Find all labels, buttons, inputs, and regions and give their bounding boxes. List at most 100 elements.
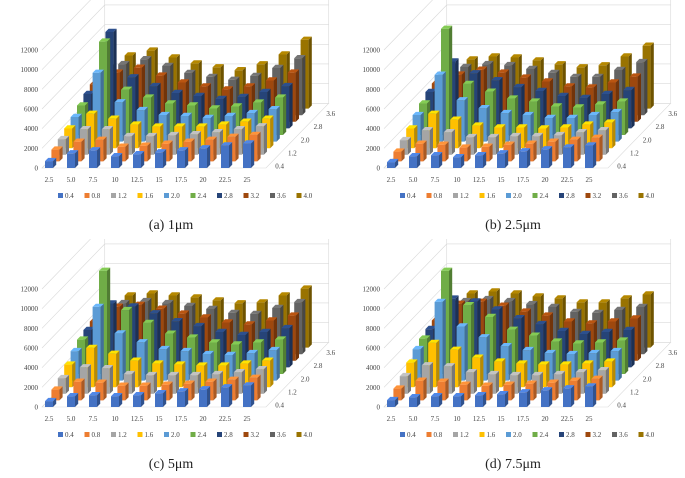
bar-top [535, 320, 547, 325]
x-tick-label: 17.5 [175, 415, 188, 423]
bar-top [139, 382, 151, 386]
bar-front [177, 150, 185, 168]
bar-top [193, 322, 205, 327]
bar-side [423, 140, 427, 162]
bar-top [481, 382, 493, 386]
legend-label: 3.6 [277, 192, 286, 200]
x-tick-label: 10 [112, 415, 120, 423]
legend-item: 1.2 [453, 192, 469, 200]
bar-top [623, 86, 635, 91]
bar-side [97, 392, 101, 407]
legend-item: 1.6 [137, 192, 154, 200]
bar-side [160, 123, 164, 149]
bar-side [502, 358, 506, 388]
bar-top [51, 146, 63, 150]
bar-side [295, 69, 299, 122]
bar-side [169, 140, 173, 162]
bar-top [434, 298, 446, 302]
bar-top [118, 299, 130, 304]
bar-top [494, 124, 506, 128]
x-tick-label: 2.5 [45, 176, 54, 184]
depth-tick-label: 2.8 [656, 362, 665, 370]
bar-side [160, 360, 164, 388]
legend-label: 1.2 [460, 431, 469, 439]
legend-item: 0.8 [84, 431, 101, 439]
legend-item: 3.6 [612, 431, 628, 439]
legend-swatch [164, 432, 169, 437]
gridline-side [383, 0, 433, 51]
bar-top [629, 315, 641, 319]
bar-top [463, 302, 475, 306]
y-tick-label: 0 [377, 404, 381, 412]
bar-top [199, 145, 211, 149]
bar-side [191, 138, 195, 162]
legend-item: 4.0 [638, 431, 655, 439]
bar-side [407, 136, 411, 155]
bar-top [503, 141, 515, 145]
bar-side [644, 58, 648, 116]
bar-side [546, 361, 550, 388]
legend-swatch [532, 432, 538, 437]
legend-item: 3.2 [243, 431, 260, 439]
bar-top [570, 73, 582, 77]
bar-top [215, 95, 227, 99]
bar-top [585, 142, 597, 146]
gridline-side [41, 4, 105, 70]
bar-side [407, 372, 411, 394]
bar-side [489, 382, 493, 401]
bar-front [409, 156, 417, 168]
bar-top [406, 359, 418, 363]
bar-front [585, 145, 593, 168]
bar-side [116, 350, 120, 388]
bar-side [473, 369, 477, 394]
bar-top [532, 293, 544, 297]
bar-side [495, 370, 499, 394]
bar-front [133, 395, 141, 407]
bar-top [491, 77, 503, 81]
bar-top [243, 140, 255, 144]
bar-top [287, 312, 299, 316]
bar-side [103, 136, 107, 162]
bar-side [471, 80, 475, 135]
bar-top [165, 100, 177, 104]
legend-swatch [243, 432, 249, 437]
gridline-side [41, 243, 105, 309]
bar-side [571, 385, 575, 407]
legend-item: 0.4 [58, 192, 74, 200]
bar-top [519, 148, 531, 152]
bar-side [571, 144, 575, 168]
bar-top [579, 94, 591, 98]
bar-front [563, 147, 571, 168]
bar-top [221, 86, 233, 90]
bar-top [92, 69, 104, 73]
legend-swatch [137, 432, 143, 437]
bar-s0.4-c7.5 [431, 152, 443, 168]
bar-top [108, 115, 120, 119]
gridline-side [383, 24, 447, 90]
bar-side [527, 389, 531, 407]
bar-top [227, 376, 239, 380]
bar-top [482, 295, 494, 300]
bar-front [497, 153, 505, 168]
bar-top [64, 361, 76, 365]
bar-top [146, 47, 158, 51]
legend-label: 2.4 [540, 431, 549, 439]
bar-side [451, 363, 455, 394]
bar-top [114, 99, 126, 103]
bar-top [569, 136, 581, 140]
bar-top [500, 343, 512, 347]
bar-top [162, 299, 174, 304]
bar-top [158, 111, 170, 115]
bar-side [489, 143, 493, 162]
bar-top [275, 336, 287, 340]
legend-swatch [453, 432, 458, 437]
legend-item: 2.8 [559, 431, 575, 439]
bar-front [431, 155, 439, 168]
bar-front [243, 143, 251, 168]
bar-top [620, 53, 632, 57]
legend-label: 4.0 [304, 431, 313, 439]
bar-side [486, 105, 490, 142]
depth-tick-label: 1.2 [288, 389, 297, 397]
bar-s0.4-c15 [497, 150, 509, 168]
bar-s0.4-c15 [497, 391, 509, 407]
